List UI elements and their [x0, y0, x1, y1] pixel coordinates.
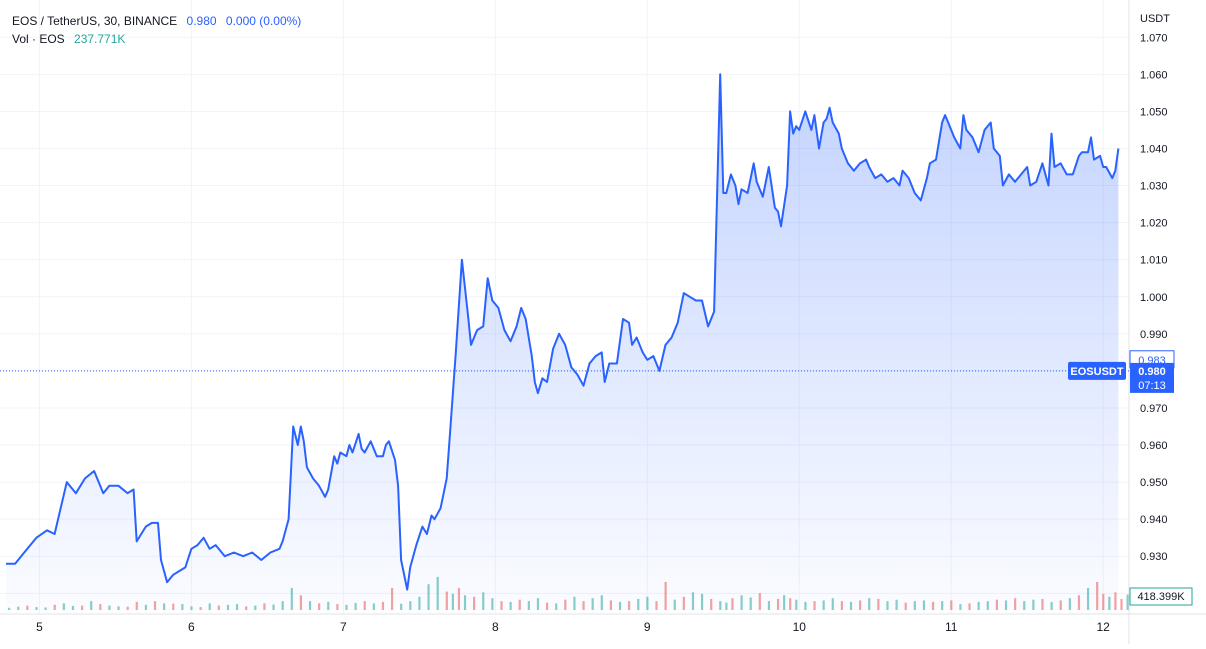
- y-tick-label: 1.010: [1140, 255, 1168, 267]
- price-line[interactable]: [6, 73, 1120, 591]
- x-tick-label: 7: [340, 620, 347, 634]
- y-tick-label: 0.930: [1140, 551, 1168, 563]
- price-axis-unit: USDT: [1140, 13, 1170, 25]
- symbol-tag-label: EOSUSDT: [1070, 366, 1123, 378]
- y-tick-label: 1.040: [1140, 143, 1168, 155]
- last-price-box: [1130, 362, 1174, 393]
- x-tick-label: 10: [793, 620, 807, 634]
- volume-value-box: [1129, 587, 1193, 606]
- x-tick-label: 12: [1096, 620, 1110, 634]
- last-price-label: 0.980: [1138, 366, 1166, 378]
- volume-value-label: 418.399K: [1137, 591, 1185, 603]
- y-tick-label: 1.070: [1140, 32, 1168, 44]
- y-tick-label: 1.020: [1140, 218, 1168, 230]
- y-tick-label: 0.960: [1140, 440, 1168, 452]
- y-tick-label: 1.060: [1140, 69, 1168, 81]
- y-tick-label: 1.030: [1140, 181, 1168, 193]
- y-tick-label: 1.000: [1140, 292, 1168, 304]
- y-tick-label: 0.940: [1140, 514, 1168, 526]
- price-area: [6, 74, 1119, 611]
- x-tick-label: 6: [188, 620, 195, 634]
- symbol-tag-bg: [1068, 361, 1126, 380]
- y-tick-label: 0.990: [1140, 329, 1168, 341]
- volume-bar: [1120, 598, 1123, 610]
- x-tick-label: 9: [644, 620, 651, 634]
- y-tick-label: 0.950: [1140, 477, 1168, 489]
- x-tick-label: 8: [492, 620, 499, 634]
- volume-bar: [1126, 594, 1129, 610]
- y-tick-label: 0.970: [1140, 403, 1168, 415]
- countdown-label: 07:13: [1138, 380, 1166, 392]
- x-tick-label: 11: [945, 620, 958, 634]
- x-tick-label: 5: [36, 620, 43, 634]
- y-tick-label: 1.050: [1140, 106, 1168, 118]
